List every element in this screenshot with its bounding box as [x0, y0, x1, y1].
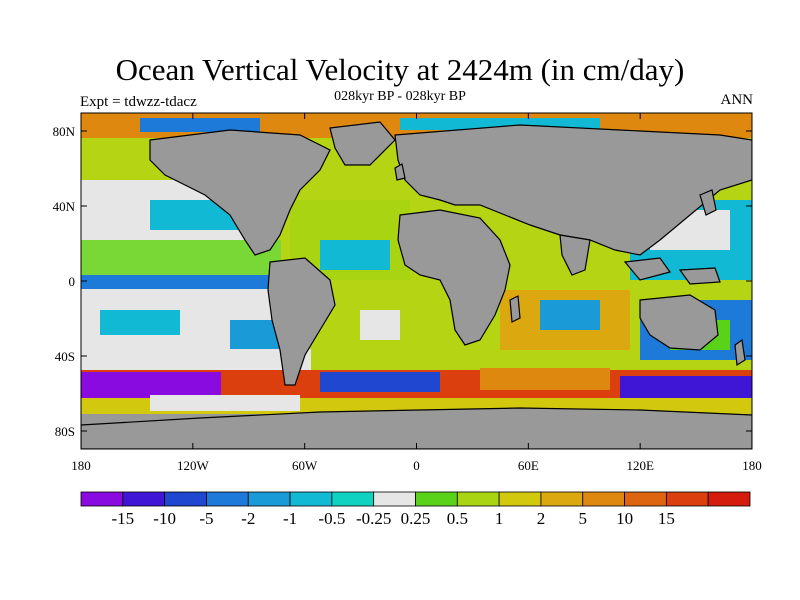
season-label: ANN [720, 92, 754, 108]
lat-tick-label: 40N [53, 199, 76, 214]
colorbar-label: -10 [153, 509, 176, 528]
colorbar-label: 5 [579, 509, 588, 528]
lon-tick-label: 180 [71, 458, 91, 473]
colorbar-swatch [164, 491, 207, 507]
colorbar-swatch [707, 491, 751, 507]
lon-tick-label: 60W [292, 458, 318, 473]
colorbar-label: 1 [495, 509, 504, 528]
map-ticks: 80N 40N 0 40S 80S 180 120W 60W 0 60E 120E 180 [53, 113, 762, 473]
colorbar-label: -5 [199, 509, 213, 528]
lon-tick-label: 180 [742, 458, 762, 473]
colorbar-label: -2 [241, 509, 255, 528]
colorbar-swatch [665, 491, 709, 507]
colorbar-label: -1 [283, 509, 297, 528]
land-masses [81, 121, 752, 449]
colorbar-swatch [80, 491, 124, 507]
lat-tick-label: 80S [55, 424, 75, 439]
colorbar-swatch [415, 491, 458, 507]
colorbar-swatch [624, 491, 667, 507]
colorbar-label: 0.25 [401, 509, 431, 528]
lon-tick-label: 120E [626, 458, 654, 473]
lat-tick-label: 80N [53, 124, 76, 139]
colorbar-label: 15 [658, 509, 675, 528]
colorbar-swatch [540, 491, 584, 507]
colorbar-swatch [373, 491, 416, 507]
plot-subtitle: 028kyr BP - 028kyr BP [334, 89, 466, 104]
lat-tick-label: 0 [69, 274, 76, 289]
colorbar-label: -0.5 [318, 509, 345, 528]
colorbar-swatch [456, 491, 500, 507]
lon-tick-label: 120W [177, 458, 210, 473]
colorbar-label: 10 [616, 509, 633, 528]
experiment-label: Expt = tdwzz-tdacz [80, 94, 197, 110]
plot-title: Ocean Vertical Velocity at 2424m (in cm/… [115, 52, 685, 87]
colorbar-label: -15 [111, 509, 134, 528]
lon-tick-label: 0 [413, 458, 420, 473]
colorbar-swatch [122, 491, 166, 507]
colorbar-label: -0.25 [356, 509, 391, 528]
colorbar-label: 0.5 [447, 509, 468, 528]
colorbar-swatch [289, 491, 333, 507]
colorbar-swatch [206, 491, 249, 507]
colorbar-swatch [247, 491, 291, 507]
lat-tick-label: 40S [55, 349, 75, 364]
colorbar-swatch [331, 491, 375, 507]
colorbar-label: 2 [537, 509, 546, 528]
colorbar-swatch [498, 491, 542, 507]
lon-tick-label: 60E [518, 458, 539, 473]
colorbar-swatch [582, 491, 625, 507]
